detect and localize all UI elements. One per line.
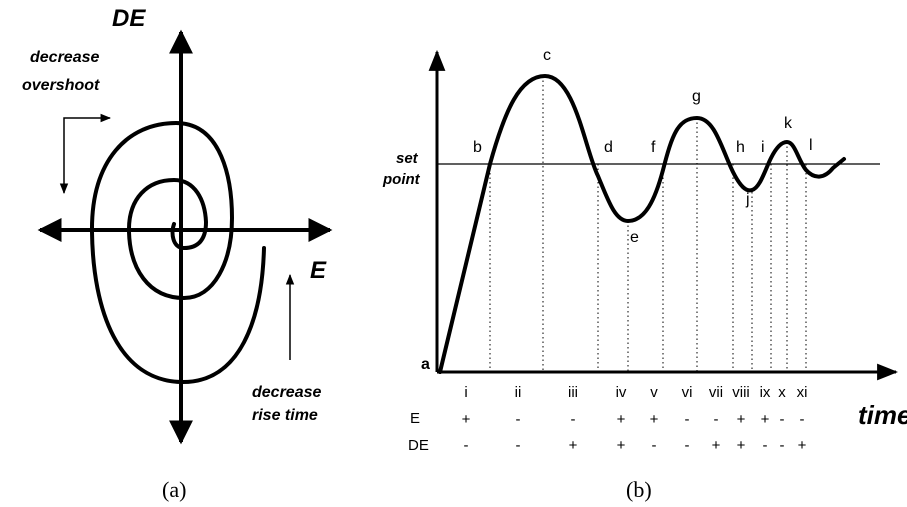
point-label-c: c [543,47,551,64]
interval-de-v: - [652,437,657,454]
interval-e-viii: + [737,411,746,428]
point-label-g: g [692,88,701,105]
point-label-d: d [604,139,613,156]
interval-name-vi: vi [682,384,693,401]
row-label-e: E [410,410,420,427]
interval-e-xi: - [800,411,805,428]
interval-dividers [489,76,807,372]
interval-name-v: v [650,384,658,401]
interval-e-x: - [780,411,785,428]
panel-b: set point a b c d e f g h i j k l [382,47,907,502]
interval-e-i: + [462,411,471,428]
setpoint-label-line2: point [382,171,421,188]
interval-e-vii: - [714,411,719,428]
interval-de-ix: - [763,437,768,454]
interval-name-i: i [464,384,467,401]
interval-name-vii: vii [709,384,723,401]
interval-de-ii: - [516,437,521,454]
panel-a-caption: (a) [162,477,186,502]
interval-e-vi: - [685,411,690,428]
interval-name-ix: ix [760,384,771,401]
interval-name-ii: ii [515,384,522,401]
interval-de-viii: + [737,437,746,454]
interval-de-iv: + [617,437,626,454]
annotation-overshoot-line2: overshoot [22,77,100,94]
interval-name-iii: iii [568,384,578,401]
point-label-f: f [651,139,656,156]
interval-de-vi: - [685,437,690,454]
interval-de-x: - [780,437,785,454]
point-label-h: h [736,139,745,156]
interval-e-iv: + [617,411,626,428]
panel-a-x-axis-label: E [310,257,327,284]
overshoot-arrow-right [63,113,112,128]
panel-a: DE E decrease overshoot decrease rise ti… [22,5,333,502]
phase-spiral [89,120,266,385]
interval-table: i+-ii--iii-+iv++v+-vi--vii-+viii++ix+-x-… [462,384,808,454]
interval-name-iv: iv [616,384,627,401]
panel-b-caption: (b) [626,477,652,502]
interval-name-viii: viii [732,384,750,401]
interval-e-ii: - [516,411,521,428]
interval-e-ix: + [761,411,770,428]
point-label-k: k [784,115,793,132]
annotation-risetime-line2: rise time [252,407,318,424]
interval-e-iii: - [571,411,576,428]
interval-de-xi: + [798,437,807,454]
point-label-a: a [421,356,430,373]
panel-b-time-label: time [858,400,907,430]
interval-name-xi: xi [797,384,808,401]
point-label-i: i [761,139,765,156]
interval-de-vii: + [712,437,721,454]
point-label-l: l [809,137,813,154]
interval-e-v: + [650,411,659,428]
interval-de-iii: + [569,437,578,454]
response-curve [438,74,846,374]
point-label-e: e [630,229,639,246]
panel-a-y-axis-label: DE [112,5,146,32]
annotation-overshoot-line1: decrease [30,49,99,66]
interval-name-x: x [778,384,786,401]
row-label-de: DE [408,437,429,454]
interval-de-i: - [464,437,469,454]
setpoint-label-line1: set [396,150,419,167]
point-label-b: b [473,139,482,156]
annotation-risetime-line1: decrease [252,384,321,401]
point-label-j: j [745,191,750,208]
